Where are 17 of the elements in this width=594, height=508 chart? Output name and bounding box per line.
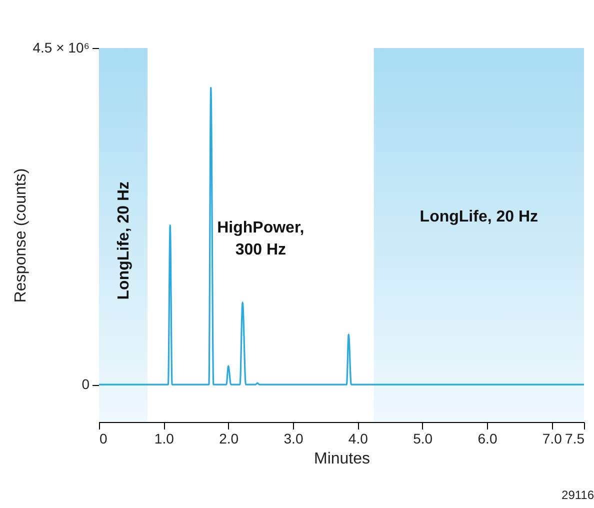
x-tick-label: 4.0 <box>348 430 368 446</box>
x-tick-label: 6.0 <box>478 430 498 446</box>
annotation: HighPower, 300 Hz <box>217 220 304 259</box>
band-label: LongLife, 20 Hz <box>115 181 132 300</box>
x-tick-label: 7.0 <box>542 430 562 446</box>
band-label: LongLife, 20 Hz <box>420 208 538 226</box>
x-tick-label: 1.0 <box>154 430 174 446</box>
y-tick-label: 4.5 × 10⁶ <box>32 40 90 56</box>
line-series <box>98 86 585 386</box>
x-tick-label: 5.0 <box>413 430 433 446</box>
text: 29116 <box>562 488 594 502</box>
y-axis-title: Response (counts) <box>12 168 30 303</box>
x-tick-label: 0 <box>100 430 108 446</box>
x-axis-title: Minutes <box>314 450 370 468</box>
x-tick-label: 3.0 <box>284 430 304 446</box>
x-tick-label: 2.0 <box>219 430 239 446</box>
x-tick-label: 7.5 <box>565 430 585 446</box>
